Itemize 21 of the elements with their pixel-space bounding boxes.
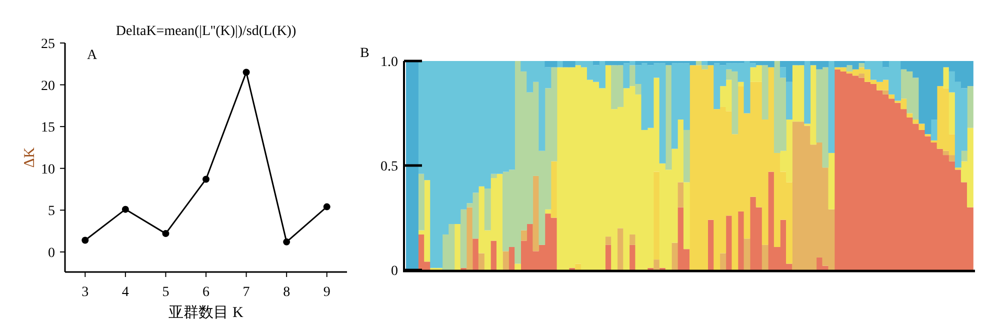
y-tick-label: 15: [41, 120, 55, 136]
y-tick-label: 10: [41, 162, 55, 178]
x-tick-label: 9: [323, 285, 330, 300]
text: B: [360, 46, 370, 61]
y-tick-label: 1.0: [380, 55, 398, 70]
y-tick-label: 25: [41, 37, 55, 52]
x-axis-title: 亚群数目 K: [168, 304, 244, 321]
y-tick-label: 5: [48, 204, 55, 220]
x-tick-label: 7: [242, 285, 250, 300]
y-tick-label: 0: [391, 264, 398, 279]
y-tick-label: 0: [48, 246, 55, 261]
x-tick-label: 4: [122, 285, 129, 300]
x-tick-label: 3: [82, 285, 89, 300]
y-tick-label: 0.5: [380, 160, 398, 174]
chart-title: DeltaK=mean(|L''(K)|)/sd(L(K)): [116, 24, 296, 39]
x-tick-label: 5: [162, 285, 170, 300]
x-tick-label: 6: [202, 285, 210, 300]
annotation: A: [87, 48, 98, 63]
x-tick-label: 8: [283, 285, 290, 300]
y-axis-title: ΔK: [22, 147, 38, 168]
y-tick-label: 20: [41, 78, 55, 94]
